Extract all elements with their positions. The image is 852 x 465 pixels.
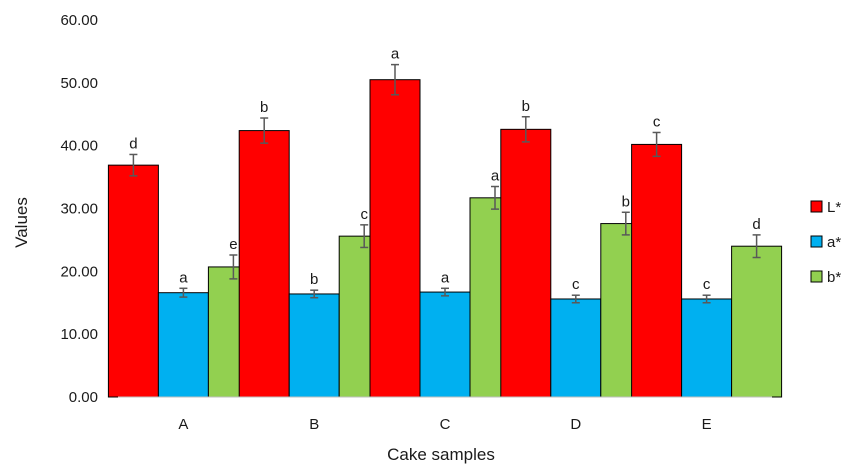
significance-label: b [622, 193, 630, 210]
x-axis-ticks: A B C D E [178, 416, 711, 433]
bar [500, 128, 552, 398]
error-bar [571, 294, 580, 304]
significance-label: e [229, 236, 237, 253]
error-bar [652, 131, 661, 158]
bar [157, 292, 209, 398]
x-tick-label: D [570, 416, 581, 433]
significance-label: b [260, 99, 268, 116]
significance-label: a [441, 269, 450, 286]
significance-label: c [653, 113, 661, 130]
legend-label: b* [827, 269, 841, 286]
error-bar [360, 224, 369, 249]
bar [550, 298, 602, 398]
x-tick-label: C [440, 416, 451, 433]
bar [288, 293, 340, 398]
bar [419, 291, 471, 398]
error-bar [260, 117, 269, 144]
error-bar [702, 294, 711, 304]
y-axis-title: Values [12, 197, 31, 248]
error-bar [391, 63, 399, 96]
legend-item: b* [810, 269, 841, 286]
error-bar [129, 153, 138, 177]
y-axis-ticks: 0.00 10.00 20.00 30.00 40.00 50.00 60.00 [60, 12, 98, 406]
legend-item: L* [810, 199, 841, 216]
error-bar [310, 289, 319, 299]
significance-label: b [310, 271, 318, 288]
error-bar [229, 254, 238, 280]
x-tick-label: E [702, 416, 712, 433]
y-tick-label: 30.00 [60, 201, 98, 218]
bar [369, 79, 421, 398]
error-bar [621, 211, 630, 236]
significance-label: c [703, 276, 711, 293]
y-tick-label: 20.00 [60, 263, 98, 280]
significance-labels-layer: d a e b b c a a a b c b c c d [129, 46, 761, 294]
significance-label: a [391, 46, 400, 63]
legend-item: a* [810, 234, 841, 251]
significance-label: a [179, 269, 188, 286]
error-bar [441, 287, 449, 297]
y-tick-label: 40.00 [60, 138, 98, 155]
legend-label: L* [827, 199, 841, 216]
legend-swatch [810, 200, 823, 213]
legend-swatch [810, 270, 823, 283]
error-bar [521, 116, 530, 143]
x-tick-label: B [309, 416, 319, 433]
legend-label: a* [827, 234, 841, 251]
bar [631, 143, 683, 398]
error-bar [179, 287, 188, 298]
error-bars-layer [129, 63, 761, 304]
y-tick-label: 0.00 [69, 389, 98, 406]
bars-layer [107, 79, 783, 398]
legend: L* a* b* [810, 199, 841, 286]
bar [681, 298, 733, 398]
y-tick-label: 60.00 [60, 12, 98, 29]
significance-label: a [491, 168, 500, 185]
x-tick-label: A [178, 416, 188, 433]
significance-label: d [752, 216, 760, 233]
y-tick-label: 10.00 [60, 326, 98, 343]
y-tick-label: 50.00 [60, 75, 98, 92]
significance-label: b [522, 98, 530, 115]
significance-label: c [360, 206, 368, 223]
x-axis-title: Cake samples [387, 445, 495, 464]
legend-swatch [810, 235, 823, 248]
bar [731, 245, 783, 398]
error-bar [491, 185, 499, 210]
significance-label: d [129, 135, 137, 152]
bar [107, 164, 159, 398]
significance-label: c [572, 276, 580, 293]
bar [238, 130, 290, 398]
error-bar [752, 234, 761, 259]
